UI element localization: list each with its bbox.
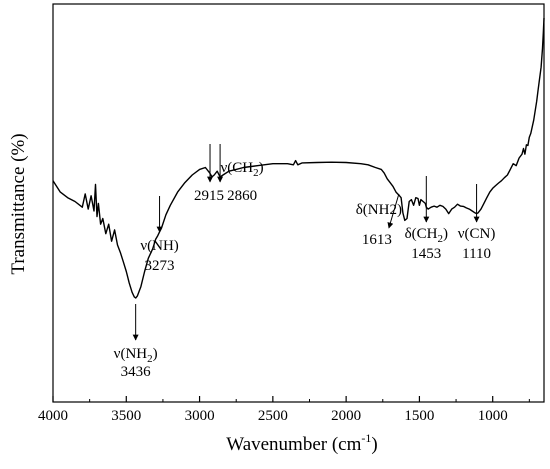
peak-label-assignment: ν(NH2): [114, 346, 158, 365]
plot-frame: [52, 3, 545, 403]
peak-label-wavenumber: 1110: [462, 246, 491, 262]
peak-annotation: δ(NH2) 1613: [356, 193, 402, 248]
x-tick-label: 2000: [331, 408, 361, 424]
y-axis-title: Transmittance (%): [8, 133, 29, 274]
peak-label-wavenumber: 3273: [145, 258, 175, 274]
x-tick-label: 2500: [258, 408, 288, 424]
peak-label-wavenumber: 1613: [362, 232, 392, 248]
peak-annotation: ν(NH2)3436: [114, 304, 158, 380]
peak-annotation: δ(CH2)1453: [405, 176, 448, 262]
x-axis-title: Wavenumber (cm-1): [226, 431, 377, 455]
peak-label-wavenumber: 2915: [194, 188, 224, 204]
x-tick-label: 3000: [185, 408, 215, 424]
peak-label-assignment: ν(CN): [458, 226, 496, 242]
x-axis-title-exponent: -1: [361, 431, 371, 445]
peak-annotation: ν(CH2) 2860: [217, 144, 264, 204]
peak-label-wavenumber: 3436: [121, 364, 152, 380]
peak-label-wavenumber: 2860: [227, 188, 257, 204]
peak-label-assignment: δ(NH2): [356, 202, 402, 218]
x-tick-label: 1500: [404, 408, 434, 424]
peak-annotation: 2915: [194, 144, 224, 204]
peak-annotation: ν(CN) 1110: [458, 184, 496, 262]
x-axis-ticks: 4000 3500 3000 2500 2000 1500 1000: [38, 396, 530, 424]
peak-label-assignment: ν(CH2): [221, 160, 264, 179]
peak-label-assignment: ν(NH): [140, 238, 178, 254]
spectrum-line: [52, 17, 545, 299]
x-tick-label: 3500: [111, 408, 141, 424]
peak-label-assignment: δ(CH2): [405, 226, 448, 245]
x-axis-title-close: ): [371, 434, 377, 455]
peak-label-wavenumber: 1453: [411, 246, 441, 262]
peak-annotation: ν(NH) 3273: [140, 196, 179, 274]
peak-arrow: [387, 193, 400, 229]
x-tick-label: 4000: [38, 408, 68, 424]
x-axis-title-main: Wavenumber (cm: [226, 434, 361, 455]
peak-annotations: ν(NH2)3436 ν(NH) 3273 2915 ν(CH2) 2860 δ(NH2) 1…: [114, 144, 496, 380]
x-tick-label: 1000: [478, 408, 508, 424]
